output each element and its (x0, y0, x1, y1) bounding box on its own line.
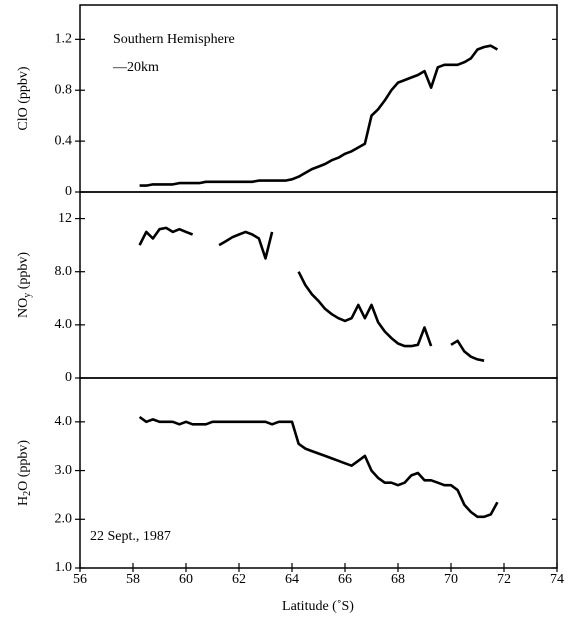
plot-frame (79, 191, 558, 379)
y-tick-label: 0 (65, 184, 72, 199)
y-tick-label: 12 (58, 211, 72, 226)
x-tick-label: 68 (391, 572, 405, 587)
y-axis-title: H2O (ppbv) (16, 440, 33, 506)
y-tick-label: 1.2 (55, 32, 73, 47)
annotation: 22 Sept., 1987 (90, 529, 171, 544)
y-tick-label: 3.0 (55, 463, 73, 478)
y-tick-label: 1.0 (55, 560, 73, 575)
y-tick-label: 4.0 (55, 414, 73, 429)
data-line (139, 44, 499, 187)
annotation: Southern Hemisphere (113, 32, 235, 47)
x-tick-label: 74 (550, 572, 564, 587)
y-axis-title-part: O (ppbv) (16, 440, 31, 491)
x-tick-label: 66 (338, 572, 352, 587)
x-axis-title: Latitude (˚S) (282, 599, 354, 614)
y-axis-title-part: H (16, 496, 31, 506)
data-line (138, 415, 499, 519)
y-tick-label: 0 (65, 370, 72, 385)
x-tick-label: 70 (444, 572, 458, 587)
data-line (140, 228, 498, 361)
y-tick-label: 4.0 (55, 317, 73, 332)
x-tick-label: 56 (73, 572, 87, 587)
y-tick-label: 2.0 (55, 512, 73, 527)
y-axis-title-part: (ppbv) (16, 66, 31, 107)
y-axis-title-part: (ppbv) (16, 252, 31, 293)
x-tick-label: 64 (285, 572, 299, 587)
y-axis-title-part: 2 (22, 491, 33, 496)
y-axis-title-part: y (22, 293, 33, 298)
y-axis-title: ClO (ppbv) (16, 66, 31, 131)
y-tick-label: 0.8 (55, 82, 73, 97)
y-axis-title-part: ClO (16, 107, 31, 130)
x-tick-label: 72 (497, 572, 511, 587)
y-axis-title-part: NO (16, 298, 31, 318)
plot-frame (79, 377, 558, 569)
x-tick-label: 60 (179, 572, 193, 587)
y-tick-label: 8.0 (55, 264, 73, 279)
y-axis-title: NOy (ppbv) (16, 252, 33, 318)
x-tick-label: 62 (232, 572, 246, 587)
y-tick-label: 0.4 (55, 133, 73, 148)
annotation: —20km (112, 60, 159, 75)
x-tick-label: 58 (126, 572, 140, 587)
